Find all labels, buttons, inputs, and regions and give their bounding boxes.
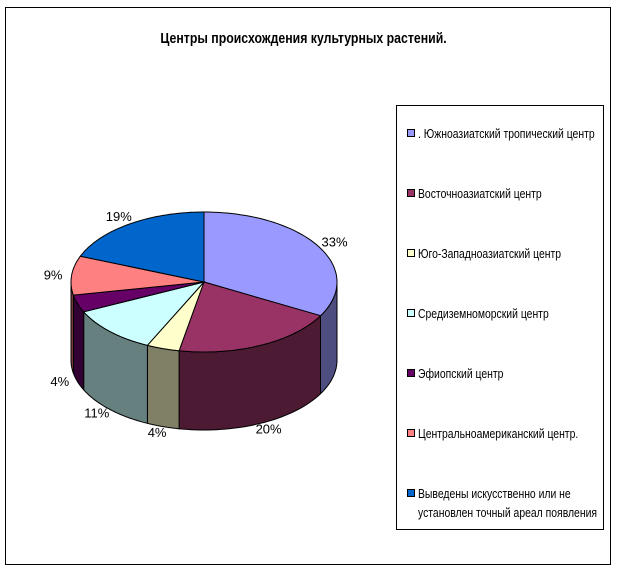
pie-slice bbox=[70, 255, 205, 296]
legend-label: Юго-Западноазиатский центр bbox=[418, 246, 562, 261]
legend-swatch bbox=[407, 129, 415, 137]
legend-item-south-asian: . Южноазиатский тропический центр bbox=[407, 124, 608, 143]
legend-item-ethiopian: Эфиопский центр bbox=[407, 364, 608, 383]
slice-label: 4% bbox=[50, 374, 69, 389]
legend-swatch bbox=[407, 309, 415, 317]
pie-slice bbox=[72, 281, 205, 313]
pie-slice bbox=[146, 281, 205, 352]
chart-title: Центры происхождения культурных растений… bbox=[160, 30, 447, 47]
pie-slice bbox=[203, 211, 338, 317]
pie-slice bbox=[82, 281, 206, 346]
pie-side-wall bbox=[146, 344, 180, 430]
pie-tops bbox=[70, 211, 338, 353]
pie-slice bbox=[178, 281, 322, 353]
legend-swatch bbox=[407, 189, 415, 197]
slice-label: 9% bbox=[44, 268, 63, 283]
pie-side-wall bbox=[70, 282, 74, 375]
slice-label: 20% bbox=[256, 421, 282, 436]
legend-label: Эфиопский центр bbox=[418, 366, 504, 381]
legend-label-line2: установлен точный ареал появления bbox=[418, 505, 598, 520]
legend-label: Восточноазиатский центр bbox=[418, 186, 542, 201]
slice-label: 19% bbox=[106, 209, 132, 224]
legend-swatch bbox=[407, 369, 415, 377]
legend-item-east-asian: Восточноазиатский центр bbox=[407, 184, 608, 203]
legend-label-line1: Выведены искусственно или не bbox=[418, 486, 571, 501]
legend-swatch bbox=[407, 429, 415, 437]
legend-swatch bbox=[407, 249, 415, 257]
legend: . Южноазиатский тропический центр Восточ… bbox=[396, 105, 604, 530]
legend-item-mediterranean: Средиземноморский центр bbox=[407, 304, 608, 323]
legend-label: Средиземноморский центр bbox=[418, 306, 549, 321]
legend-label: . Южноазиатский тропический центр bbox=[418, 126, 595, 141]
pie-labels: 33% 20% 4% 11% 4% 9% 19% bbox=[44, 209, 348, 440]
legend-label: Центральноамериканский центр. bbox=[418, 426, 579, 441]
legend-item-central-american: Центральноамериканский центр. bbox=[407, 424, 608, 443]
legend-swatch bbox=[407, 489, 415, 497]
legend-item-artificial: Выведены искусственно или не установлен … bbox=[407, 484, 620, 522]
slice-label: 11% bbox=[84, 406, 109, 421]
slice-label: 33% bbox=[321, 234, 347, 249]
slice-label: 4% bbox=[148, 425, 167, 440]
pie-slice bbox=[79, 211, 205, 283]
legend-item-southwest-asian: Юго-Западноазиатский центр bbox=[407, 244, 608, 263]
